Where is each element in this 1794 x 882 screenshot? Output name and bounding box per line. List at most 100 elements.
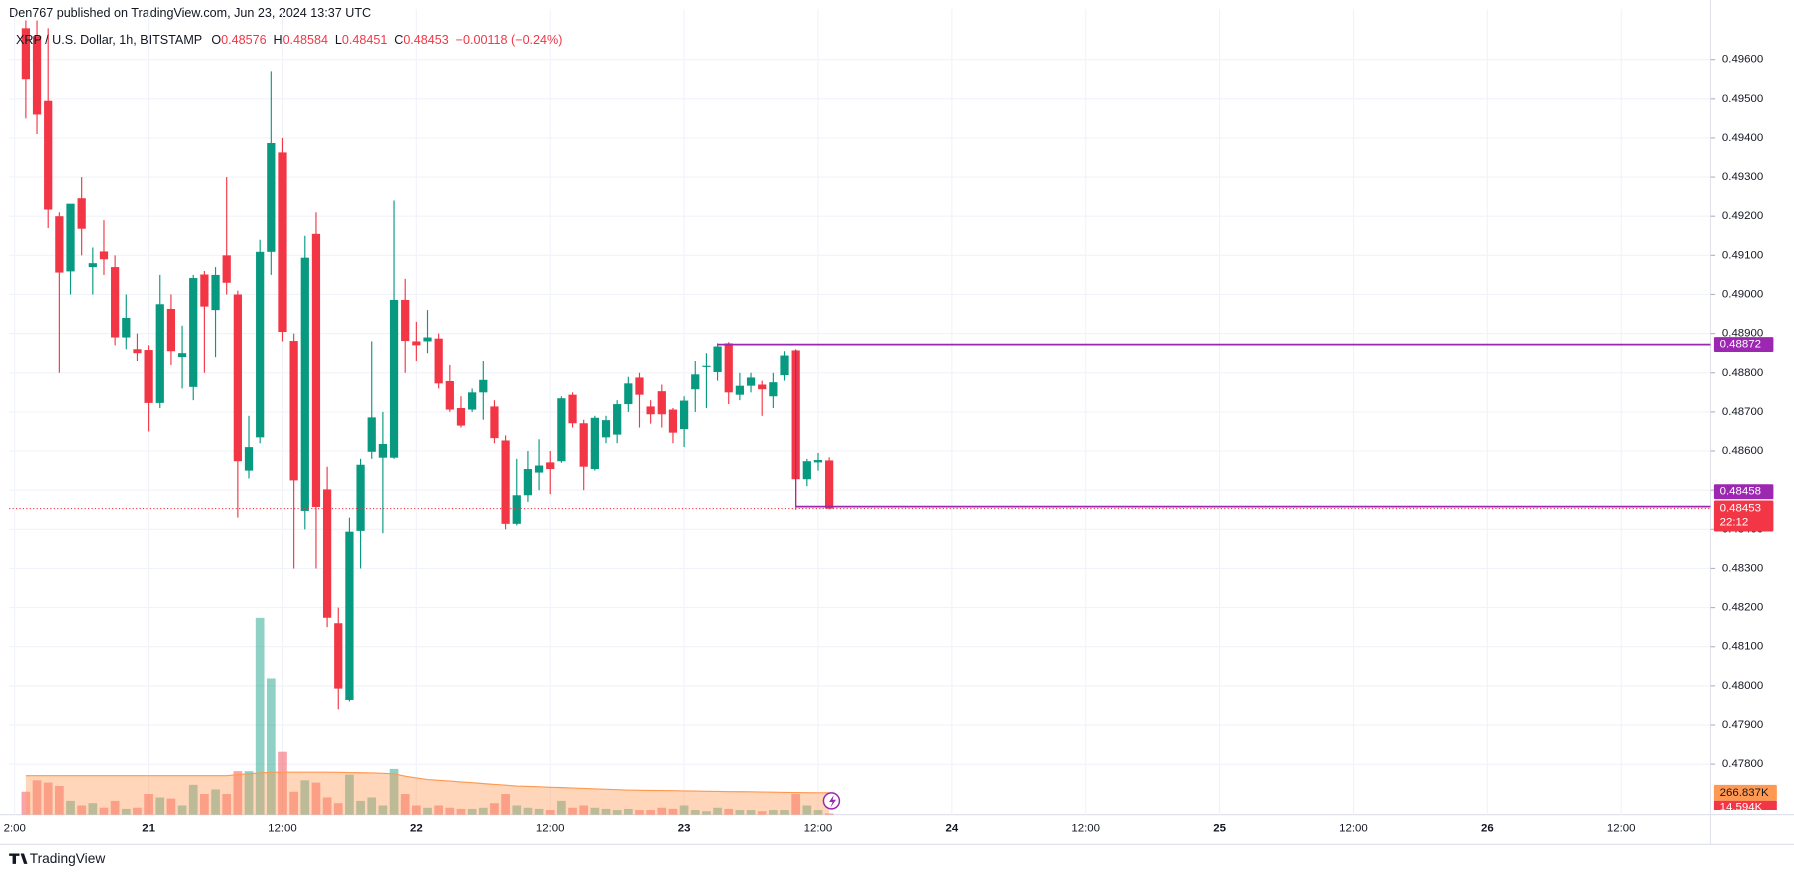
- candle-body: [601, 420, 611, 438]
- volume-bar: [200, 794, 209, 815]
- volume-bar: [400, 794, 410, 815]
- volume-bar: [568, 807, 577, 815]
- volume-bar: [780, 810, 789, 815]
- candle-body: [77, 198, 86, 229]
- volume-bar: [322, 797, 332, 815]
- candle-body: [233, 294, 242, 462]
- y-tick-label: 0.48900: [1722, 328, 1763, 340]
- volume-bar: [668, 808, 678, 815]
- volume-bar: [177, 805, 187, 815]
- candle-body: [512, 495, 521, 524]
- y-tick-label: 0.47800: [1722, 758, 1763, 770]
- candle-body: [590, 417, 599, 470]
- candle-body: [412, 341, 421, 346]
- volume-bar: [423, 807, 432, 815]
- candle-body: [44, 100, 53, 210]
- x-tick-label: 2:00: [4, 822, 26, 834]
- candle-body: [534, 465, 544, 473]
- y-tick-label: 0.49200: [1722, 210, 1763, 222]
- candle-body: [657, 391, 666, 415]
- candle-body: [579, 423, 588, 467]
- candle-body: [490, 406, 499, 439]
- candle-body: [758, 384, 767, 390]
- candle-body: [769, 382, 778, 397]
- volume-bar: [824, 813, 834, 815]
- x-tick-label: 26: [1481, 822, 1494, 834]
- volume-bar: [769, 810, 778, 815]
- x-tick-label: 23: [678, 822, 691, 834]
- volume-bar: [713, 807, 722, 815]
- candle-body: [222, 255, 231, 283]
- legend-ohlc-key: C: [394, 34, 403, 48]
- legend-ohlc-key: L: [335, 34, 342, 48]
- candle-body: [256, 251, 265, 438]
- candle-body: [111, 267, 120, 338]
- x-tick-label: 22: [410, 822, 423, 834]
- volume-bar: [255, 617, 265, 815]
- volume-bar: [88, 803, 98, 815]
- y-tick-label: 0.47900: [1722, 719, 1763, 731]
- volume-bar: [311, 782, 321, 815]
- volume-bar: [121, 808, 131, 815]
- y-tick-label: 0.48700: [1722, 406, 1763, 418]
- volume-bar: [490, 803, 499, 815]
- volume-bar: [77, 805, 87, 815]
- candle-body: [724, 343, 733, 393]
- volume-bar: [635, 810, 644, 815]
- volume-bar: [21, 791, 31, 815]
- volume-bar: [679, 805, 689, 815]
- y-tick-label: 0.48600: [1722, 445, 1763, 457]
- volume-bar: [211, 789, 220, 815]
- candle-body: [546, 462, 555, 470]
- candle-body: [55, 216, 64, 273]
- volume-bar: [356, 800, 365, 815]
- candle-body: [289, 341, 298, 481]
- last-price-box: [1713, 500, 1774, 532]
- legend-change: −0.00118 (−0.24%): [456, 34, 563, 48]
- volume-bar: [702, 811, 711, 815]
- volume-bar: [557, 800, 566, 815]
- candle-body: [702, 365, 711, 367]
- x-tick-label: 12:00: [1607, 822, 1636, 834]
- volume-bar: [601, 808, 611, 815]
- x-tick-label: 21: [142, 822, 155, 834]
- volume-ma-line: [25, 771, 830, 794]
- volume-bar: [233, 771, 243, 815]
- volume-bar: [456, 808, 466, 815]
- volume-bar: [512, 805, 522, 815]
- volume-bar: [523, 807, 533, 815]
- volume-bar: [802, 805, 812, 815]
- candle-body: [21, 28, 31, 80]
- volume-pane: [21, 617, 834, 815]
- volume-bar: [434, 805, 444, 815]
- candle-body: [735, 385, 745, 395]
- alert-icon-bolt: [829, 795, 837, 808]
- candle-body: [211, 274, 220, 311]
- countdown: 22:12: [1720, 516, 1749, 528]
- candles: [21, 20, 834, 710]
- candle-body: [501, 440, 510, 524]
- candle-body: [144, 350, 153, 403]
- legend-ohlc-key: O: [211, 34, 221, 48]
- candle-body: [713, 346, 722, 372]
- overlays: [9, 343, 1711, 510]
- candle-body: [311, 233, 321, 508]
- legend-symbol: XRP / U.S. Dollar, 1h, BITSTAMP: [16, 34, 202, 48]
- candle-body: [267, 143, 276, 252]
- legend-ohlc-value: 0.48453: [403, 34, 448, 48]
- volume-bar: [646, 810, 655, 815]
- y-tick-label: 0.49000: [1722, 288, 1763, 300]
- volume-bar: [32, 780, 42, 815]
- candle-body: [825, 460, 834, 509]
- candle-body: [568, 394, 577, 424]
- volume-bar: [133, 807, 142, 815]
- candle-body: [557, 398, 566, 462]
- volume-bar: [478, 807, 488, 815]
- candle-body: [468, 392, 477, 410]
- volume-bar: [467, 808, 477, 815]
- volume-bar: [155, 797, 165, 815]
- volume-bar: [545, 810, 555, 815]
- volume-bar: [166, 798, 176, 815]
- candle-body: [367, 417, 376, 452]
- x-tick-label: 12:00: [804, 822, 833, 834]
